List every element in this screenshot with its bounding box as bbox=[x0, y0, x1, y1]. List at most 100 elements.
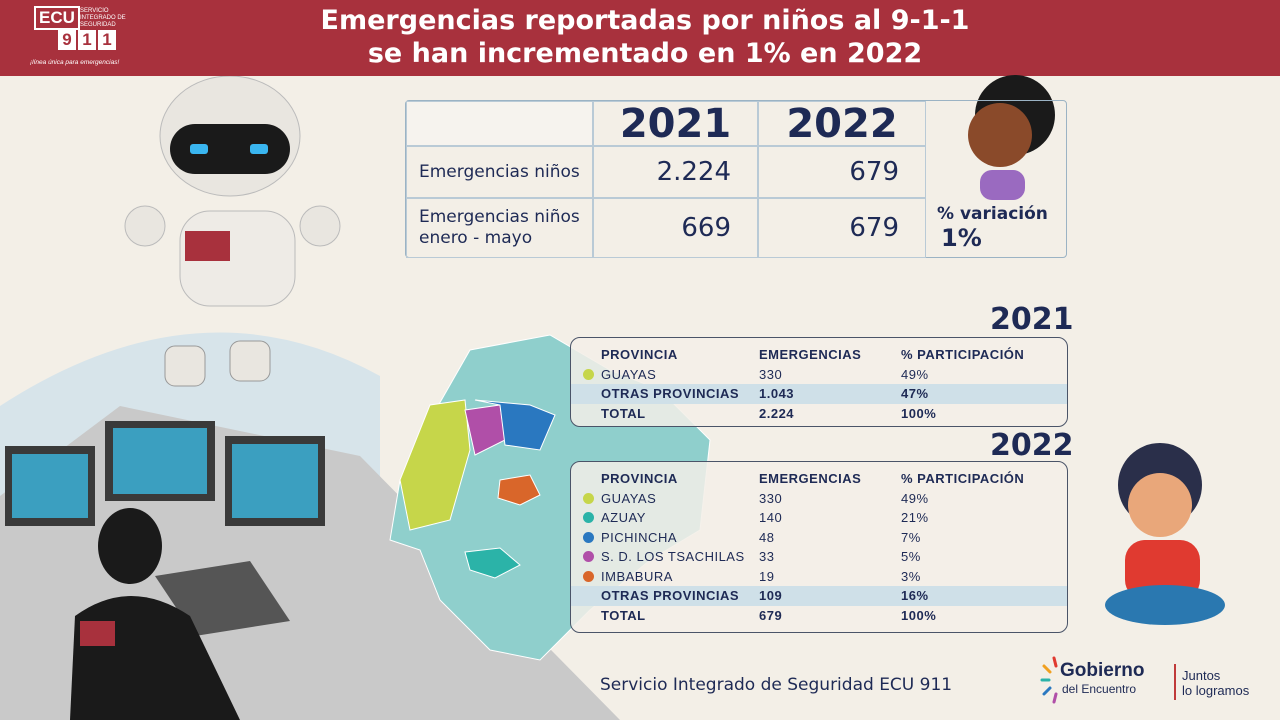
operator-desk-illustration bbox=[0, 406, 620, 720]
divider bbox=[1174, 664, 1176, 700]
cell: GUAYAS bbox=[601, 490, 657, 506]
map-imbabura bbox=[497, 474, 541, 506]
legend-dot bbox=[583, 368, 594, 380]
cell: 19 bbox=[759, 568, 775, 584]
col-header: PROVINCIA bbox=[601, 347, 678, 362]
cell: 140 bbox=[759, 510, 783, 525]
cell: 49% bbox=[901, 490, 929, 506]
cell: PICHINCHA bbox=[601, 529, 678, 545]
cell: 48 bbox=[759, 529, 775, 545]
value-2021: 2.224 bbox=[593, 146, 758, 198]
value-2021: 669 bbox=[593, 198, 758, 258]
table-row: PICHINCHA 48 7% bbox=[571, 528, 1067, 548]
logo-digit: 1 bbox=[78, 30, 96, 50]
cell: OTRAS PROVINCIAS bbox=[601, 588, 740, 603]
col-header: % PARTICIPACIÓN bbox=[901, 347, 1025, 362]
cell: OTRAS PROVINCIAS bbox=[601, 386, 740, 401]
cell: 1.043 bbox=[759, 386, 795, 401]
cell: 2.224 bbox=[759, 405, 795, 421]
cell: 5% bbox=[901, 549, 921, 564]
cell: 330 bbox=[759, 490, 783, 506]
variation-cell: % variación 1% bbox=[926, 198, 1066, 258]
col-header: EMERGENCIAS bbox=[759, 347, 862, 362]
table-row-total: TOTAL 679 100% bbox=[571, 606, 1067, 626]
legend-dot bbox=[583, 570, 594, 582]
map-pichincha bbox=[474, 399, 556, 451]
cell: 33 bbox=[759, 549, 775, 564]
table-row: S. D. LOS TSACHILAS 33 5% bbox=[571, 547, 1067, 567]
logo-digit: 9 bbox=[58, 30, 76, 50]
gobierno-logo: Gobierno del Encuentro Juntos lo logramos bbox=[1040, 648, 1270, 708]
girl-illustration bbox=[968, 75, 1055, 200]
title-line-2: se han incrementado en 1% en 2022 bbox=[367, 38, 923, 69]
logo-tagline: ¡línea única para emergencias! bbox=[30, 59, 120, 66]
gov-name: Gobierno bbox=[1060, 660, 1145, 681]
province-table-2022: PROVINCIA EMERGENCIAS % PARTICIPACIÓN GUAY… bbox=[570, 461, 1068, 633]
cell: AZUAY bbox=[601, 510, 646, 525]
slogan: Juntos lo logramos bbox=[1182, 668, 1249, 698]
cell: 100% bbox=[901, 607, 937, 623]
illustration bbox=[0, 76, 620, 720]
table-row: AZUAY 140 21% bbox=[571, 508, 1067, 528]
cell: TOTAL bbox=[601, 607, 646, 623]
cell: 49% bbox=[901, 366, 929, 382]
table-2022-year: 2022 bbox=[990, 428, 1074, 463]
table-2021-year: 2021 bbox=[990, 302, 1074, 337]
cell: 47% bbox=[901, 386, 929, 401]
logo-subtitle: SERVICIO INTEGRADO DE SEGURIDAD bbox=[80, 8, 126, 28]
logo-digit: 1 bbox=[98, 30, 116, 50]
cell: S. D. LOS TSACHILAS bbox=[601, 549, 745, 564]
table-row: GUAYAS 330 49% bbox=[571, 365, 1067, 385]
cell: 3% bbox=[901, 568, 921, 584]
col-header: % PARTICIPACIÓN bbox=[901, 471, 1025, 486]
table-row: OTRAS PROVINCIAS 109 16% bbox=[571, 586, 1067, 606]
page-title: Emergencias reportadas por niños al 9-1-… bbox=[250, 4, 1040, 70]
header-banner bbox=[0, 0, 1280, 76]
cell: 7% bbox=[901, 529, 921, 545]
cell: 109 bbox=[759, 588, 783, 603]
col-header: PROVINCIA bbox=[601, 471, 678, 486]
sunburst-icon bbox=[1040, 656, 1058, 704]
footer-text: Servicio Integrado de Seguridad ECU 911 bbox=[600, 675, 953, 695]
variation-value: 1% bbox=[941, 224, 982, 252]
row-label: Emergencias niños bbox=[406, 146, 593, 198]
legend-dot bbox=[583, 492, 594, 504]
table-header: PROVINCIA EMERGENCIAS % PARTICIPACIÓN bbox=[571, 469, 1067, 489]
legend-dot bbox=[583, 531, 594, 543]
value-2022: 679 bbox=[758, 146, 926, 198]
cell: 21% bbox=[901, 510, 929, 525]
cell: 100% bbox=[901, 405, 937, 421]
table-header: PROVINCIA EMERGENCIAS % PARTICIPACIÓN bbox=[571, 345, 1067, 365]
slogan-line: Juntos bbox=[1182, 668, 1221, 683]
cell: 679 bbox=[759, 607, 783, 623]
map-guayas bbox=[399, 399, 471, 531]
value-2022: 679 bbox=[758, 198, 926, 258]
cell: IMBABURA bbox=[601, 568, 673, 584]
map-azuay bbox=[464, 547, 521, 579]
table-row-total: TOTAL 2.224 100% bbox=[571, 404, 1067, 424]
logo-brand: ECU bbox=[34, 6, 80, 30]
kids-doodle-image bbox=[406, 101, 593, 146]
legend-dot bbox=[583, 512, 594, 523]
title-line-1: Emergencias reportadas por niños al 9-1-… bbox=[320, 5, 970, 36]
legend-dot bbox=[583, 551, 594, 562]
boy-illustration bbox=[1105, 443, 1225, 625]
slogan-line: lo logramos bbox=[1182, 683, 1250, 698]
table-row: OTRAS PROVINCIAS 1.043 47% bbox=[571, 384, 1067, 404]
robot-illustration bbox=[124, 76, 341, 387]
cell: 16% bbox=[901, 588, 929, 603]
year-header-2021: 2021 bbox=[593, 101, 758, 147]
table-row: GUAYAS 330 49% bbox=[571, 489, 1067, 509]
table-row: IMBABURA 19 3% bbox=[571, 567, 1067, 587]
summary-table: 2021 2022 Emergencias niños 2.224 679 Em… bbox=[405, 100, 1067, 258]
year-header-2022: 2022 bbox=[758, 101, 926, 147]
col-header: EMERGENCIAS bbox=[759, 471, 862, 486]
cell: GUAYAS bbox=[601, 366, 657, 382]
cell: TOTAL bbox=[601, 405, 646, 421]
row-label: Emergencias niños enero - mayo bbox=[406, 198, 593, 258]
province-table-2021: PROVINCIA EMERGENCIAS % PARTICIPACIÓN GUAY… bbox=[570, 337, 1068, 427]
gov-sub: del Encuentro bbox=[1062, 682, 1137, 696]
variation-label: % variación bbox=[937, 204, 1048, 224]
cell: 330 bbox=[759, 366, 783, 382]
